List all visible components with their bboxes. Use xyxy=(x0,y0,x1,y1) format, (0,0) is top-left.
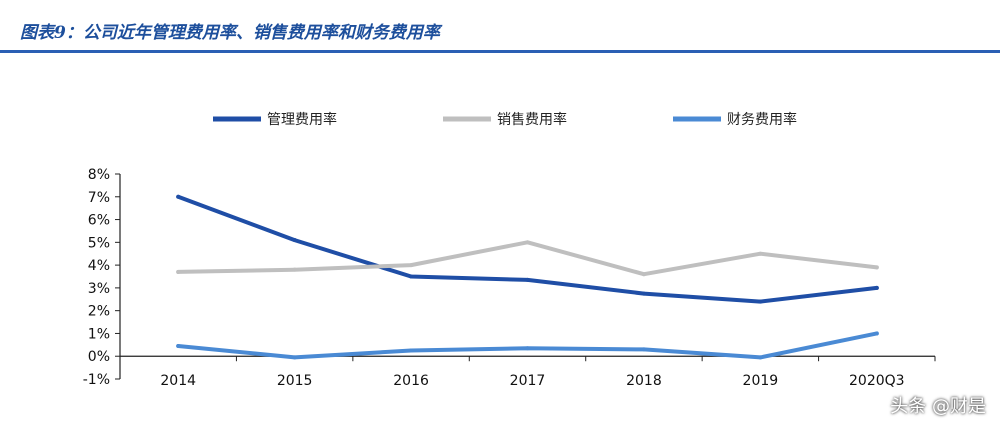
series-1-point xyxy=(409,274,414,279)
legend: 管理费用率 销售费用率 财务费用率 xyxy=(213,111,797,128)
series-3-point xyxy=(758,355,763,360)
x-tick-label: 2015 xyxy=(277,373,313,389)
y-tick-label: 5% xyxy=(88,235,110,251)
y-tick-label: 0% xyxy=(88,349,110,365)
axes: -1% 0% 1% 2% 3% 4% 5% 6% 7% 8% 2014 2015 2016 2017 201… xyxy=(83,167,936,389)
series-3-point xyxy=(874,331,879,336)
series-line-3 xyxy=(176,331,879,360)
x-tick-label: 2018 xyxy=(626,373,662,389)
series-line-2 xyxy=(176,240,879,277)
legend-label-1: 管理费用率 xyxy=(267,111,337,128)
x-tick-label: 2019 xyxy=(743,373,779,389)
x-tick-label: 2017 xyxy=(510,373,546,389)
x-tick-label: 2020Q3 xyxy=(849,373,905,389)
watermark: 头条 @财是 xyxy=(890,396,986,417)
series-1-point xyxy=(758,299,763,304)
y-tick-label: 1% xyxy=(88,326,110,342)
series-1-point xyxy=(176,194,181,199)
y-tick-label: 6% xyxy=(88,213,110,229)
y-tick-label: 8% xyxy=(88,167,110,183)
series-2-point xyxy=(176,269,181,274)
series-2-point xyxy=(292,267,297,272)
y-tick-label: 3% xyxy=(88,281,110,297)
series-2-point xyxy=(525,240,530,245)
series-1-point xyxy=(641,291,646,296)
series-3-point xyxy=(176,343,181,348)
series-3-point xyxy=(525,346,530,351)
series-layer xyxy=(176,194,879,360)
title-rule xyxy=(0,50,1000,53)
series-2-point xyxy=(409,263,414,268)
y-tick-label: 2% xyxy=(88,304,110,320)
series-1-point xyxy=(525,277,530,282)
legend-label-2: 销售费用率 xyxy=(497,111,567,128)
legend-label-3: 财务费用率 xyxy=(727,111,797,128)
y-tick-label: 4% xyxy=(88,258,110,274)
series-3-point xyxy=(409,348,414,353)
series-2-point xyxy=(874,265,879,270)
series-1-point xyxy=(292,238,297,243)
series-line-1 xyxy=(176,194,879,304)
figure-title: 图表9：公司近年管理费用率、销售费用率和财务费用率 xyxy=(20,23,440,43)
series-2-point xyxy=(758,251,763,256)
x-tick-label: 2016 xyxy=(393,373,429,389)
y-tick-label: -1% xyxy=(83,372,110,388)
series-3-point xyxy=(641,347,646,352)
y-tick-label: 7% xyxy=(88,190,110,206)
series-1-point xyxy=(874,285,879,290)
x-tick-label: 2014 xyxy=(160,373,196,389)
series-3-point xyxy=(292,355,297,360)
series-2-point xyxy=(641,272,646,277)
